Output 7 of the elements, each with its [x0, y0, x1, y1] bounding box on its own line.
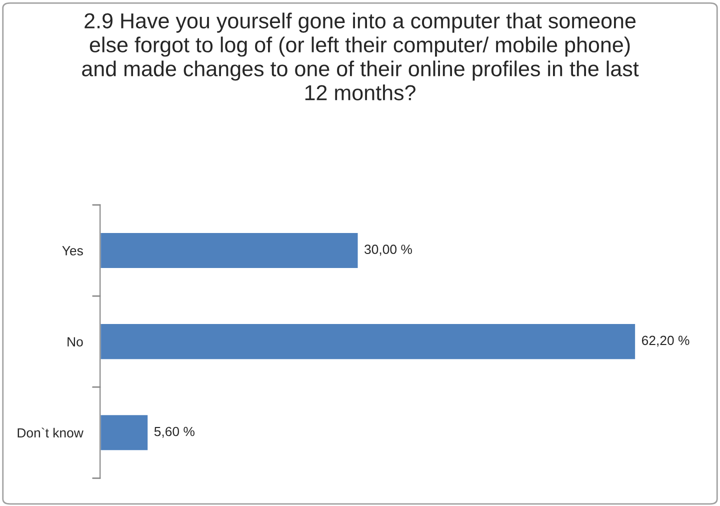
y-tick-label: No [68, 337, 83, 346]
chart-title: 2.9 Have you yourself gone into a computer that someone else forgot to log of (or left their computer/ mobile phone) and made changes to one of their online profiles in the last 12 months? [82, 12, 639, 100]
data-label: 62,20 % [642, 336, 690, 347]
data-label: 30,00 % [364, 244, 412, 256]
y-tick-label: Yes [62, 246, 83, 256]
y-tick-label: Don`t know [18, 428, 84, 438]
data-label: 5,60 % [154, 426, 194, 438]
